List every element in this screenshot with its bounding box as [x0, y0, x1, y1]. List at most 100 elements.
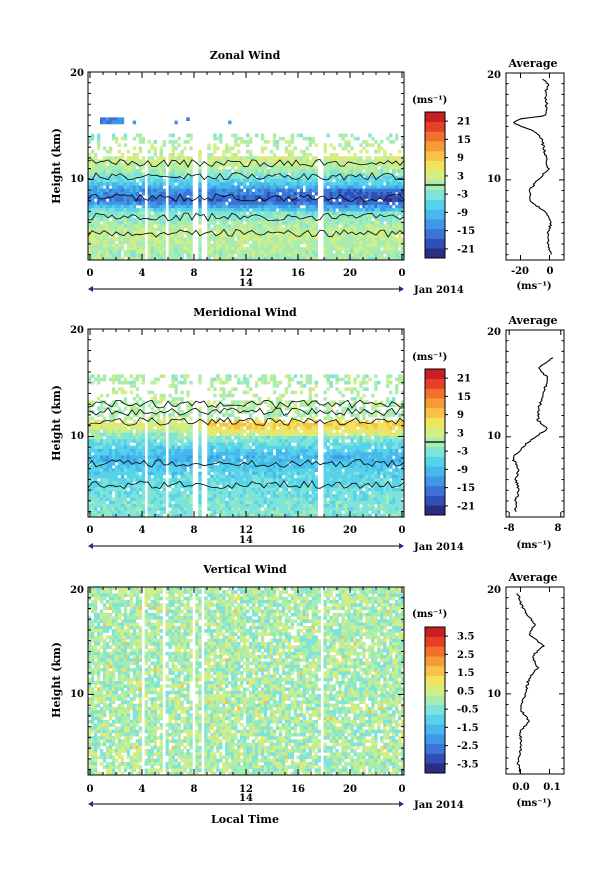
heatmap-cell — [344, 172, 348, 177]
heatmap-cell — [353, 175, 357, 180]
heatmap-cell — [395, 188, 399, 193]
heatmap-cell — [323, 442, 327, 447]
heatmap-cell — [162, 374, 166, 379]
heatmap-cell — [323, 204, 327, 209]
heatmap-cell — [386, 230, 390, 235]
heatmap-cell — [368, 169, 372, 173]
heatmap-cell — [153, 185, 157, 190]
heatmap-cell — [350, 423, 354, 427]
heatmap-cell — [332, 175, 336, 180]
heatmap-cell — [225, 374, 229, 379]
heatmap-cell — [341, 230, 345, 235]
heatmap-cell — [153, 198, 157, 203]
heatmap-cell — [207, 448, 211, 453]
heatmap-cell — [359, 429, 363, 434]
heatmap-cell — [359, 159, 363, 164]
heatmap-cell — [299, 237, 304, 241]
heatmap-cell — [228, 435, 232, 440]
heatmap-cell — [111, 156, 116, 160]
heatmap-cell — [171, 224, 175, 228]
heatmap-cell — [117, 380, 122, 385]
heatmap-cell — [371, 227, 375, 232]
heatmap-cell — [248, 256, 253, 260]
heatmap-cell — [335, 211, 339, 216]
heatmap-cell — [111, 191, 116, 196]
heatmap-cell — [332, 253, 336, 258]
heatmap-cell — [168, 253, 172, 258]
heatmap-cell — [90, 188, 95, 193]
heatmap-cell — [344, 204, 348, 209]
heatmap-cell — [296, 175, 301, 180]
heatmap-cell — [162, 256, 166, 260]
heatmap-cell — [105, 250, 110, 254]
heatmap-cell — [248, 435, 253, 440]
heatmap-cell — [225, 217, 229, 222]
heatmap-cell — [275, 146, 280, 151]
heatmap-cell — [377, 182, 381, 186]
heatmap-cell — [186, 243, 190, 248]
heatmap-cell — [344, 234, 348, 238]
heatmap-cell — [263, 208, 268, 212]
heatmap-cell — [123, 185, 128, 190]
heatmap-cell — [123, 400, 128, 404]
heatmap-cell — [189, 432, 193, 437]
heatmap-cell — [347, 240, 351, 245]
heatmap-cell — [302, 159, 307, 164]
heatmap-cell — [254, 208, 259, 212]
heatmap-cell — [183, 169, 187, 173]
heatmap-cell — [353, 240, 357, 245]
heatmap-cell — [174, 403, 178, 408]
heatmap-cell — [362, 166, 366, 170]
heatmap-cell — [162, 143, 166, 147]
heatmap-cell — [356, 432, 360, 437]
heatmap-cell — [377, 185, 381, 190]
heatmap-cell — [96, 211, 101, 216]
heatmap-cell — [108, 182, 113, 186]
heatmap-cell — [335, 198, 339, 203]
heatmap-cell — [237, 136, 241, 141]
heatmap-cell — [117, 162, 122, 167]
heatmap-cell — [240, 136, 244, 141]
heatmap-cell — [275, 250, 280, 254]
heatmap-cell — [365, 156, 369, 160]
heatmap-cell — [374, 172, 378, 177]
heatmap-cell — [228, 250, 232, 254]
heatmap-cell — [102, 253, 107, 258]
heatmap-cell — [377, 237, 381, 241]
heatmap-cell — [287, 384, 292, 388]
heatmap-cell — [174, 432, 178, 437]
heatmap-cell — [380, 432, 384, 437]
heatmap-cell — [117, 448, 122, 453]
heatmap-cell — [228, 243, 232, 248]
heatmap-cell — [150, 439, 154, 443]
heatmap-cell — [347, 435, 351, 440]
heatmap-cell — [284, 211, 289, 216]
heatmap-cell — [332, 214, 336, 219]
heatmap-cell — [153, 188, 157, 193]
heatmap-cell — [243, 240, 247, 245]
heatmap-cell — [114, 159, 119, 164]
heatmap-cell — [386, 224, 390, 228]
heatmap-cell — [335, 175, 339, 180]
heatmap-cell — [269, 410, 274, 414]
heatmap-cell — [96, 406, 101, 411]
heatmap-cell — [231, 400, 235, 404]
heatmap-cell — [266, 156, 271, 160]
heatmap-cell — [308, 432, 312, 437]
heatmap-cell — [263, 156, 268, 160]
heatmap-cell — [180, 243, 184, 248]
heatmap-cell — [216, 166, 220, 170]
heatmap-cell — [251, 432, 256, 437]
heatmap-cell — [171, 247, 175, 251]
heatmap-cell — [243, 250, 247, 254]
heatmap-cell — [314, 419, 318, 424]
heatmap-cell — [108, 211, 113, 216]
heatmap-cell — [266, 429, 271, 434]
heatmap-cell — [392, 397, 396, 401]
heatmap-cell — [228, 172, 232, 177]
heatmap-cell — [269, 217, 274, 222]
heatmap-cell — [162, 198, 166, 203]
heatmap-cell — [240, 156, 244, 160]
heatmap-cell — [219, 198, 223, 203]
heatmap-cell — [88, 448, 92, 453]
